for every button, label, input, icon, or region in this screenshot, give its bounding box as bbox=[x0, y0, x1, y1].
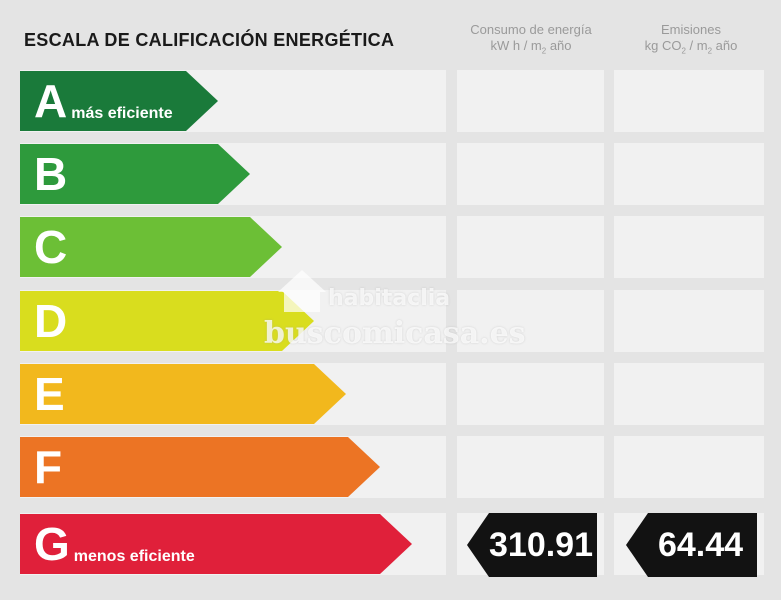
header-emisiones-line2: kg CO2 / m2 año bbox=[644, 38, 738, 56]
header-emisiones: Emisiones kg CO2 / m2 año bbox=[616, 22, 766, 60]
rating-arrow-f: F bbox=[20, 437, 380, 497]
watermark-line1: habitaclia bbox=[328, 286, 451, 311]
emisiones-value: 64.44 bbox=[626, 513, 757, 577]
emisiones-cell bbox=[614, 216, 764, 278]
consumo-cell bbox=[457, 363, 604, 425]
header-consumo: Consumo de energía kW h / m2 año bbox=[456, 22, 606, 60]
rating-arrow-c: C bbox=[20, 217, 282, 277]
rating-description: más eficiente bbox=[71, 105, 173, 122]
emisiones-cell bbox=[614, 143, 764, 205]
rating-letter: F bbox=[34, 441, 63, 493]
emisiones-cell bbox=[614, 290, 764, 352]
rating-letter: B bbox=[34, 148, 68, 200]
consumo-value: 310.91 bbox=[467, 513, 597, 577]
rating-arrow-d: D bbox=[20, 291, 314, 351]
consumo-cell bbox=[457, 70, 604, 132]
label-title: ESCALA DE CALIFICACIÓN ENERGÉTICA bbox=[24, 30, 395, 50]
rating-letter: A bbox=[34, 75, 68, 127]
rating-letter: C bbox=[34, 221, 68, 273]
header-consumo-line2: kW h / m2 año bbox=[490, 38, 572, 56]
consumo-cell bbox=[457, 290, 604, 352]
rating-arrow-e: E bbox=[20, 364, 346, 424]
emisiones-cell bbox=[614, 70, 764, 132]
rating-letter: G bbox=[34, 518, 70, 570]
consumo-cell bbox=[457, 436, 604, 498]
emisiones-cell bbox=[614, 363, 764, 425]
rating-arrow-b: B bbox=[20, 144, 250, 204]
consumo-cell bbox=[457, 143, 604, 205]
emisiones-cell bbox=[614, 436, 764, 498]
rating-description: menos eficiente bbox=[73, 548, 195, 565]
rating-letter: D bbox=[34, 295, 68, 347]
header-consumo-line1: Consumo de energía bbox=[470, 22, 592, 37]
watermark-line2: buscomicasa.es bbox=[264, 316, 526, 351]
rating-letter: E bbox=[34, 368, 65, 420]
consumo-cell bbox=[457, 216, 604, 278]
house-watermark-icon bbox=[278, 270, 326, 312]
header-emisiones-line1: Emisiones bbox=[661, 22, 721, 37]
